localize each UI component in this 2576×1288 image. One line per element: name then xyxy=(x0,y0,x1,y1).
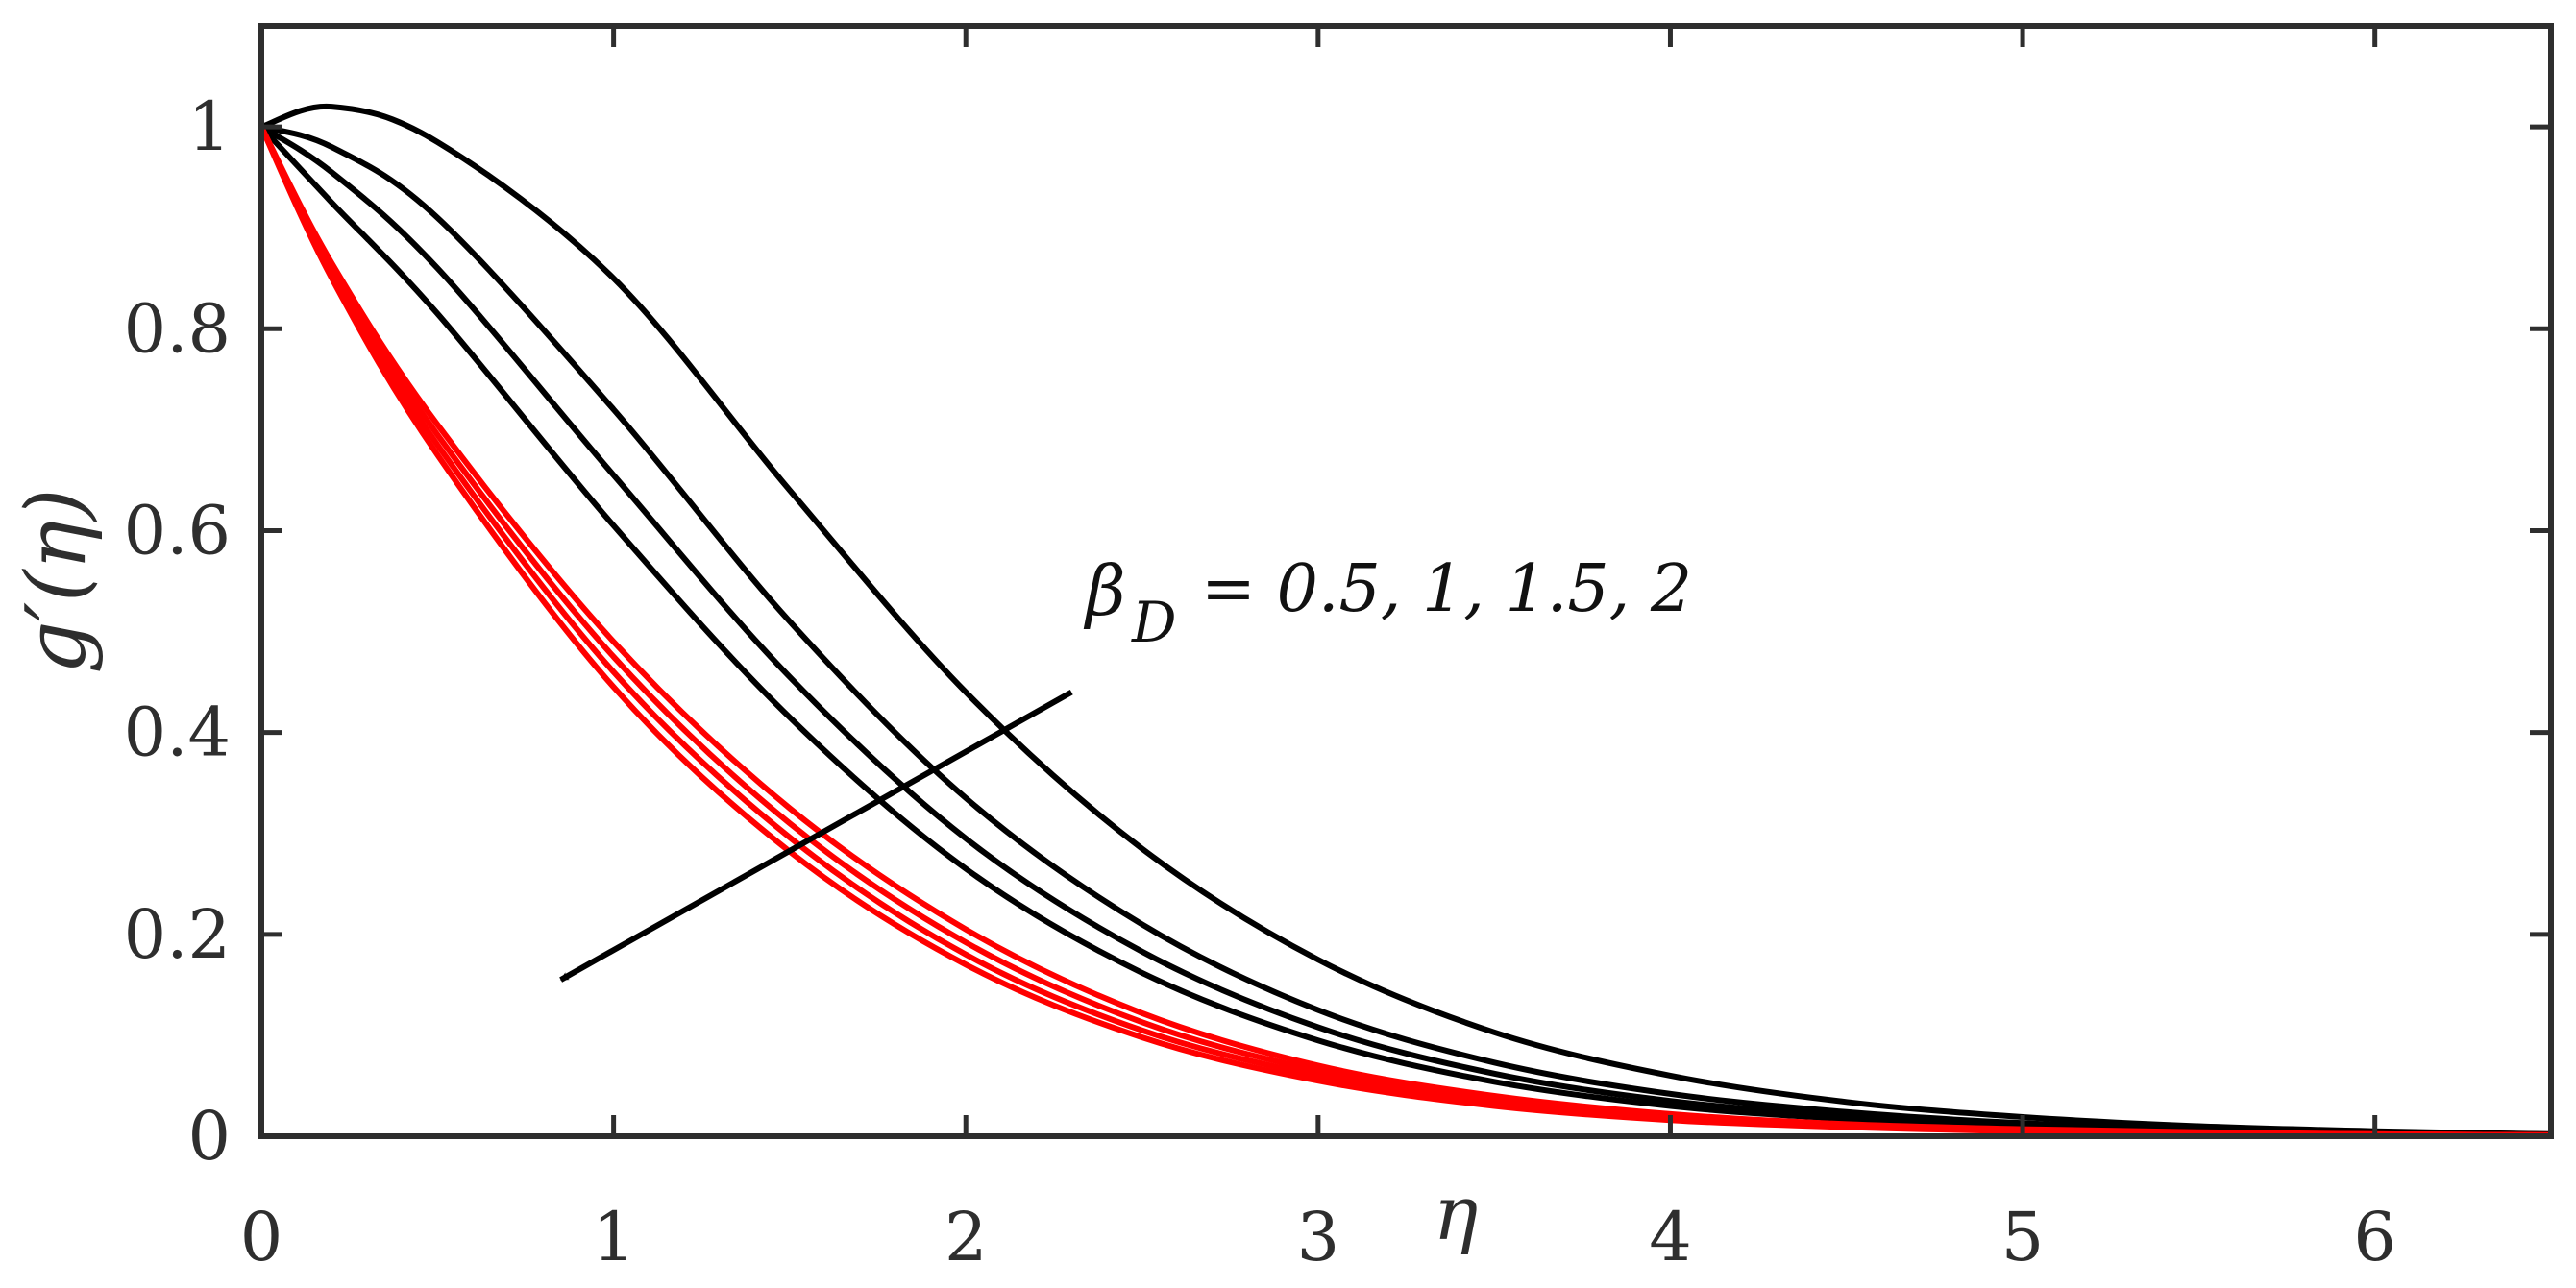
x-tick-label: 3 xyxy=(1297,1198,1340,1276)
x-tick-label: 6 xyxy=(2353,1198,2396,1276)
y-tick-label: 0 xyxy=(187,1097,231,1176)
series-line-red-5 xyxy=(258,124,2554,1138)
beta-annotation: β D = 0.5, 1, 1.5, 2 xyxy=(559,550,1692,983)
annotation-subscript: D xyxy=(1131,590,1177,655)
x-axis-label: η xyxy=(1434,1171,1479,1257)
x-tick-label: 2 xyxy=(945,1198,988,1276)
plot-frame xyxy=(258,23,2554,1139)
annotation-arrow xyxy=(559,689,1073,983)
series-line-red-8 xyxy=(258,124,2554,1139)
y-tick-label: 1 xyxy=(187,87,231,166)
y-tick-label: 0.2 xyxy=(124,895,231,974)
x-tick-label: 1 xyxy=(592,1198,635,1276)
x-tick-label: 5 xyxy=(2001,1198,2045,1276)
annotation-symbol: β xyxy=(1083,550,1126,631)
y-tick-label: 0.6 xyxy=(124,491,231,570)
y-tick-label: 0.8 xyxy=(124,289,231,368)
series-line-black-1 xyxy=(258,103,2554,1137)
y-tick-label: 0.4 xyxy=(124,693,231,772)
x-tick-label: 0 xyxy=(240,1198,283,1276)
annotation-text: = 0.5, 1, 1.5, 2 xyxy=(1201,551,1692,627)
x-tick-label: 4 xyxy=(1649,1198,1692,1276)
y-axis-label: g′(η) xyxy=(9,488,105,673)
tick-labels: 0 1 2 3 4 5 6 0 0.2 0.4 0.6 0.8 1 xyxy=(124,87,2396,1276)
series-layer xyxy=(258,103,2554,1139)
